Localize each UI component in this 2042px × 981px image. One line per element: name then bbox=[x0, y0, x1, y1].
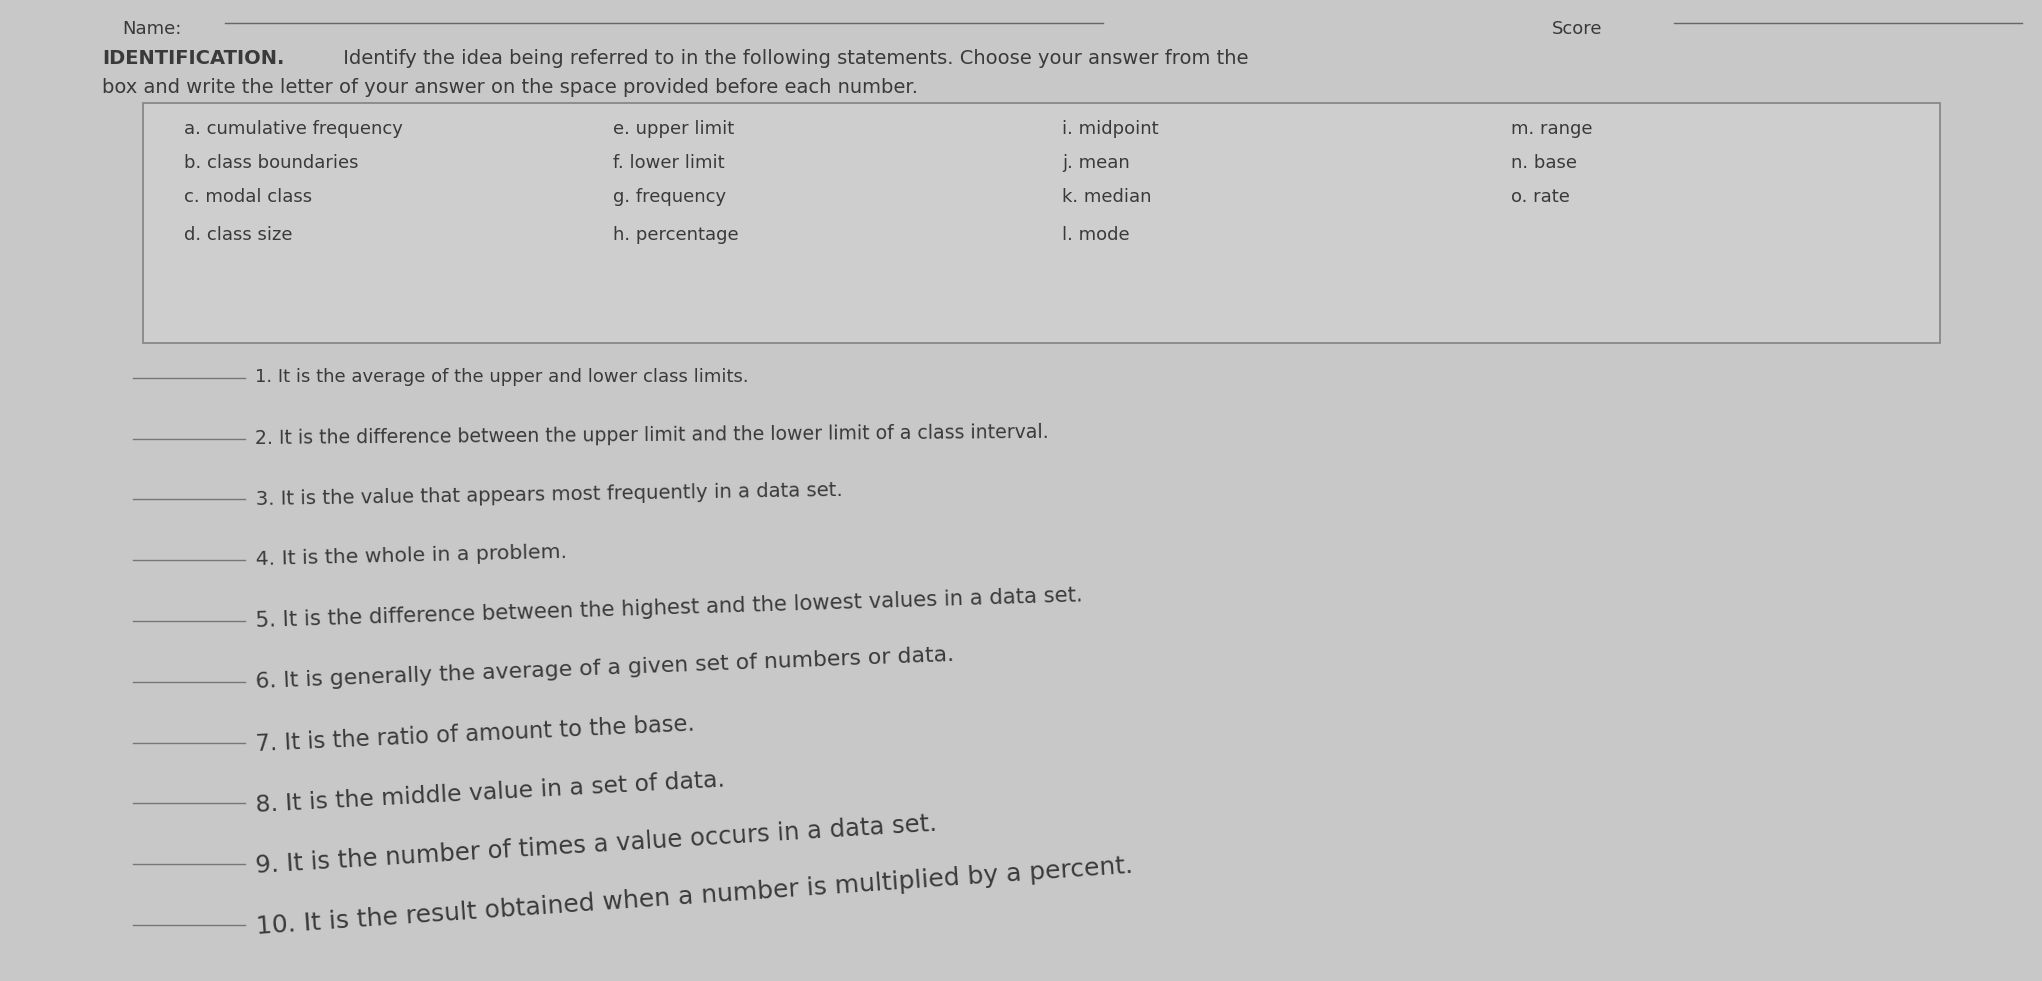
Text: box and write the letter of your answer on the space provided before each number: box and write the letter of your answer … bbox=[102, 78, 919, 97]
Text: e. upper limit: e. upper limit bbox=[613, 120, 733, 137]
Text: j. mean: j. mean bbox=[1062, 154, 1129, 172]
Text: 9. It is the number of times a value occurs in a data set.: 9. It is the number of times a value occ… bbox=[255, 812, 937, 878]
Text: IDENTIFICATION.: IDENTIFICATION. bbox=[102, 49, 284, 68]
Text: k. median: k. median bbox=[1062, 188, 1152, 206]
Text: g. frequency: g. frequency bbox=[613, 188, 725, 206]
Text: a. cumulative frequency: a. cumulative frequency bbox=[184, 120, 402, 137]
Text: c. modal class: c. modal class bbox=[184, 188, 312, 206]
Text: 10. It is the result obtained when a number is multiplied by a percent.: 10. It is the result obtained when a num… bbox=[255, 853, 1133, 939]
Text: 7. It is the ratio of amount to the base.: 7. It is the ratio of amount to the base… bbox=[255, 712, 696, 755]
Text: Name:: Name: bbox=[123, 20, 182, 37]
Text: 6. It is generally the average of a given set of numbers or data.: 6. It is generally the average of a give… bbox=[255, 645, 954, 692]
Text: 5. It is the difference between the highest and the lowest values in a data set.: 5. It is the difference between the high… bbox=[255, 586, 1082, 631]
Text: b. class boundaries: b. class boundaries bbox=[184, 154, 357, 172]
Text: f. lower limit: f. lower limit bbox=[613, 154, 725, 172]
Text: 4. It is the whole in a problem.: 4. It is the whole in a problem. bbox=[255, 543, 568, 569]
Text: o. rate: o. rate bbox=[1511, 188, 1570, 206]
Text: d. class size: d. class size bbox=[184, 226, 292, 243]
Text: l. mode: l. mode bbox=[1062, 226, 1129, 243]
Text: i. midpoint: i. midpoint bbox=[1062, 120, 1158, 137]
Text: 1. It is the average of the upper and lower class limits.: 1. It is the average of the upper and lo… bbox=[255, 368, 749, 386]
FancyBboxPatch shape bbox=[143, 103, 1940, 343]
Text: h. percentage: h. percentage bbox=[613, 226, 739, 243]
Text: m. range: m. range bbox=[1511, 120, 1593, 137]
Text: 2. It is the difference between the upper limit and the lower limit of a class i: 2. It is the difference between the uppe… bbox=[255, 423, 1050, 447]
Text: n. base: n. base bbox=[1511, 154, 1576, 172]
Text: Score: Score bbox=[1552, 20, 1603, 37]
Text: 3. It is the value that appears most frequently in a data set.: 3. It is the value that appears most fre… bbox=[255, 481, 843, 508]
Text: 8. It is the middle value in a set of data.: 8. It is the middle value in a set of da… bbox=[255, 768, 725, 816]
Text: Identify the idea being referred to in the following statements. Choose your ans: Identify the idea being referred to in t… bbox=[337, 49, 1248, 68]
